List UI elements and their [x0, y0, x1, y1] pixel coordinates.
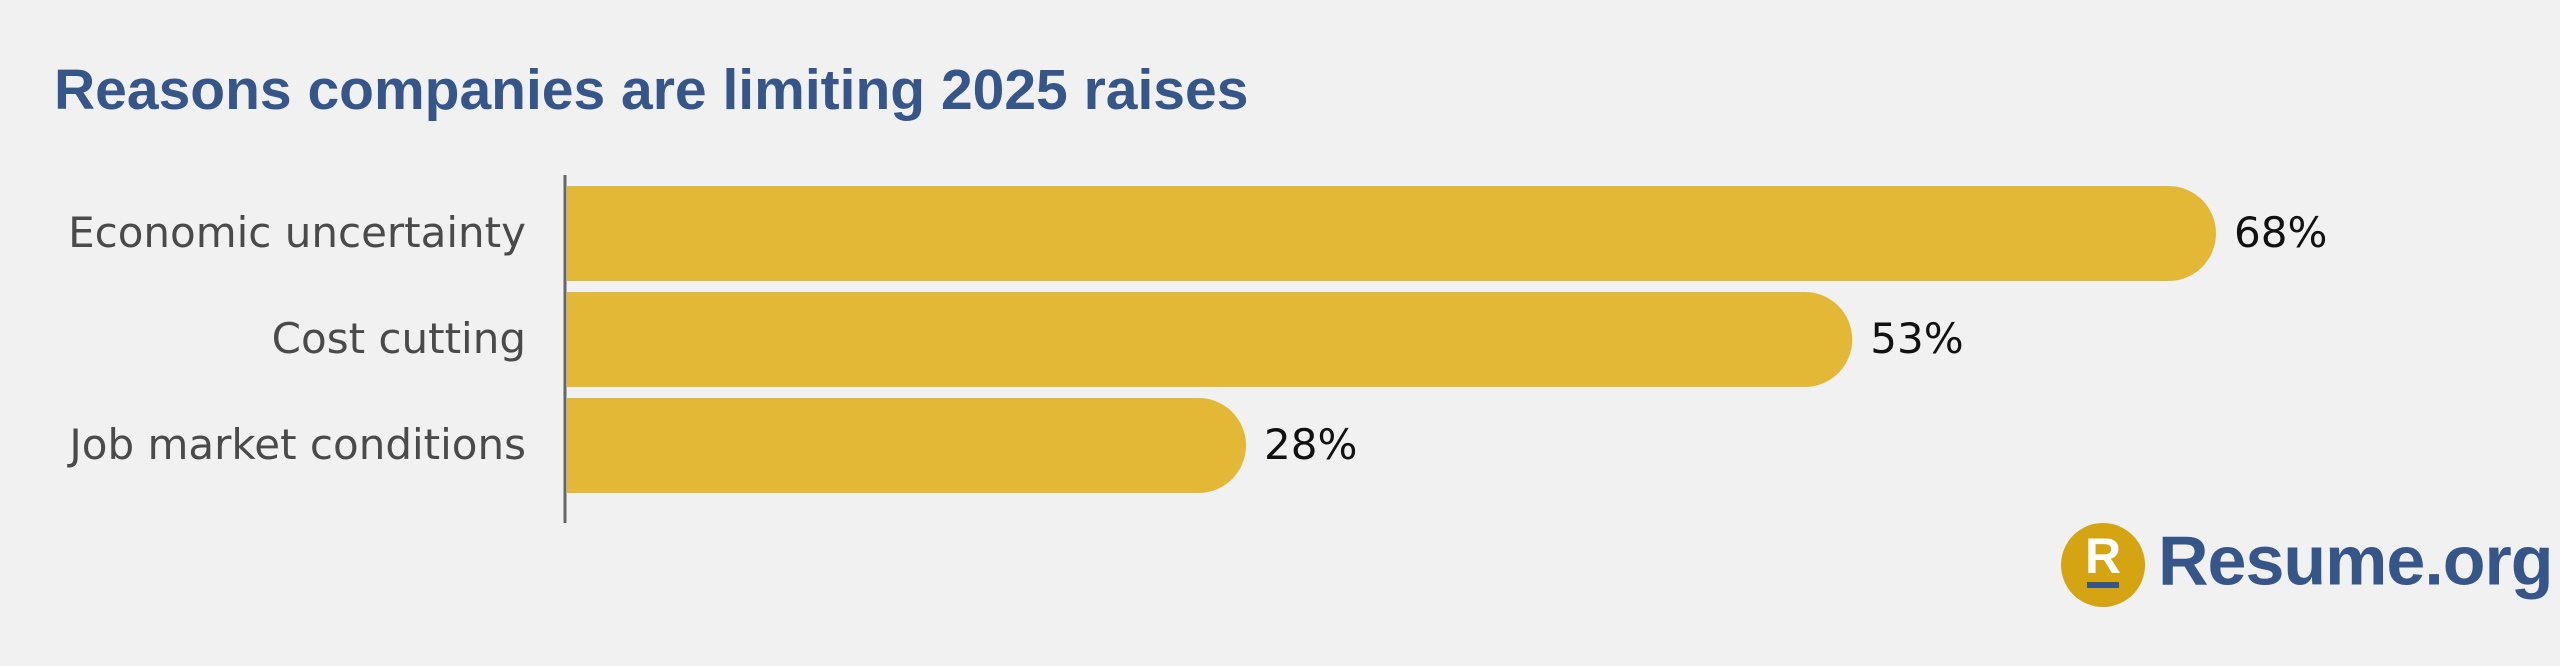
category-label: Cost cutting [272, 314, 526, 363]
logo-mark: R [2085, 528, 2121, 584]
value-label: 53% [1870, 314, 1963, 363]
logo-text: Resume.org [2158, 521, 2553, 599]
chart-title: Reasons companies are limiting 2025 rais… [54, 58, 1248, 122]
bar [567, 398, 1247, 493]
category-label: Economic uncertainty [68, 208, 526, 257]
value-label: 68% [2234, 208, 2327, 257]
logo-circle [2061, 523, 2145, 607]
bar [567, 292, 1853, 387]
value-label: 28% [1264, 420, 1357, 469]
bar [567, 186, 2216, 281]
logo-underline [2087, 582, 2119, 588]
category-label: Job market conditions [66, 420, 526, 469]
logo: R Resume.org [2061, 521, 2554, 607]
